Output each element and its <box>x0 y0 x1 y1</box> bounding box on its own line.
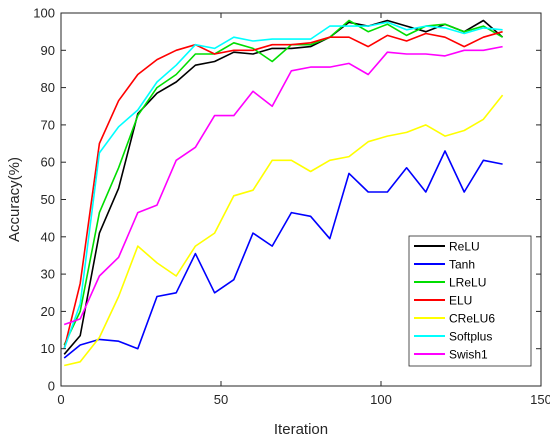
y-tick-label: 90 <box>41 43 55 58</box>
legend-label-lrelu: LReLU <box>449 276 486 290</box>
series-layer <box>63 19 504 367</box>
y-tick-label: 80 <box>41 80 55 95</box>
x-tick-label: 150 <box>530 392 550 407</box>
y-tick-label: 0 <box>48 379 55 394</box>
y-axis-label: Accuracy(%) <box>6 157 23 242</box>
y-tick-label: 70 <box>41 117 55 132</box>
legend-label-swish1: Swish1 <box>449 348 488 362</box>
legend-label-elu: ELU <box>449 294 472 308</box>
y-tick-label: 20 <box>41 304 55 319</box>
x-tick-label: 100 <box>370 392 392 407</box>
y-tick-label: 50 <box>41 192 55 207</box>
x-tick-label: 0 <box>57 392 64 407</box>
ticks-layer: 0 50 100 150 0 10 20 30 40 50 60 70 80 90 100 <box>33 6 550 408</box>
series-line-swish1 <box>63 45 503 326</box>
series-line-softplus <box>63 21 503 349</box>
legend-label-crelu6: CReLU6 <box>449 312 495 326</box>
x-axis-label: Iteration <box>274 421 328 438</box>
y-tick-label: 40 <box>41 229 55 244</box>
y-tick-label: 10 <box>41 341 55 356</box>
y-tick-label: 30 <box>41 267 55 282</box>
y-tick-label: 100 <box>33 6 55 21</box>
y-tick-label: 60 <box>41 155 55 170</box>
series-line-crelu6 <box>64 94 504 367</box>
series-line-elu <box>63 30 503 349</box>
legend-label-tanh: Tanh <box>449 258 475 272</box>
x-tick-label: 50 <box>214 392 228 407</box>
legend-label-relu: ReLU <box>449 240 480 254</box>
legend-label-softplus: Softplus <box>449 330 492 344</box>
legend: ReLU Tanh LReLU ELU CReLU6 Softplus Swish1 <box>408 235 532 367</box>
series-line-tanh <box>63 150 503 359</box>
